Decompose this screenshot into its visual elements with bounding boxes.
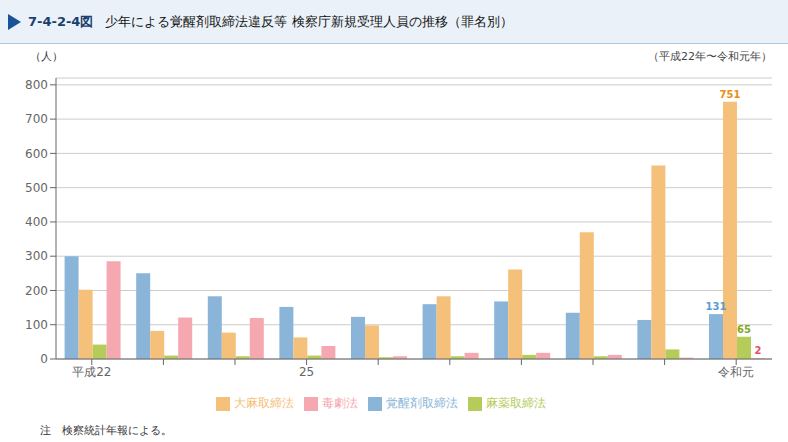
html-text:大麻取締法: 大麻取締法 <box>234 396 294 410</box>
svg-text:65: 65 <box>737 324 751 335</box>
svg-text:200: 200 <box>25 284 48 298</box>
svg-text:131: 131 <box>706 301 727 312</box>
html-text:少年による覚醒剤取締法違反等 検察庁新規受理人員の推移（罪名: 少年による覚醒剤取締法違反等 検察庁新規受理人員の推移（罪名別） <box>105 13 513 29</box>
html-text:注 検察統計年報による。: 注 検察統計年報による。 <box>40 424 172 437</box>
svg-text:600: 600 <box>25 147 48 161</box>
svg-text:0: 0 <box>40 352 48 366</box>
html-text:7-4-2-4図: 7-4-2-4図 <box>28 13 94 29</box>
svg-text:400: 400 <box>25 215 48 229</box>
svg-text:300: 300 <box>25 249 48 263</box>
html-text:毒劇法: 毒劇法 <box>322 396 358 410</box>
html-text:麻薬取締法: 麻薬取締法 <box>486 396 546 410</box>
svg-text:700: 700 <box>25 112 48 126</box>
svg-text:800: 800 <box>25 78 48 92</box>
html-text:覚醒剤取締法: 覚醒剤取締法 <box>386 396 458 410</box>
svg-text:500: 500 <box>25 181 48 195</box>
svg-text:100: 100 <box>25 318 48 332</box>
svg-text:平成22: 平成22 <box>72 365 111 379</box>
html-text:（人）: （人） <box>30 50 63 63</box>
svg-text:令和元: 令和元 <box>718 365 754 379</box>
svg-text:25: 25 <box>299 365 314 379</box>
html-text:（平成22年〜令和元年）: （平成22年〜令和元年） <box>648 50 772 63</box>
svg-text:2: 2 <box>755 345 762 356</box>
svg-text:751: 751 <box>720 89 741 100</box>
